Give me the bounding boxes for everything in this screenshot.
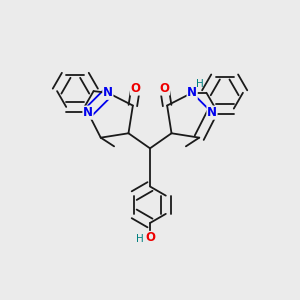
- Text: O: O: [130, 82, 141, 95]
- Text: N: N: [187, 86, 197, 99]
- Text: N: N: [207, 106, 217, 119]
- Text: N: N: [83, 106, 93, 119]
- Text: O: O: [145, 231, 155, 244]
- Text: N: N: [103, 86, 113, 99]
- Text: H: H: [136, 234, 143, 244]
- Text: O: O: [159, 82, 170, 95]
- Text: H: H: [196, 79, 204, 89]
